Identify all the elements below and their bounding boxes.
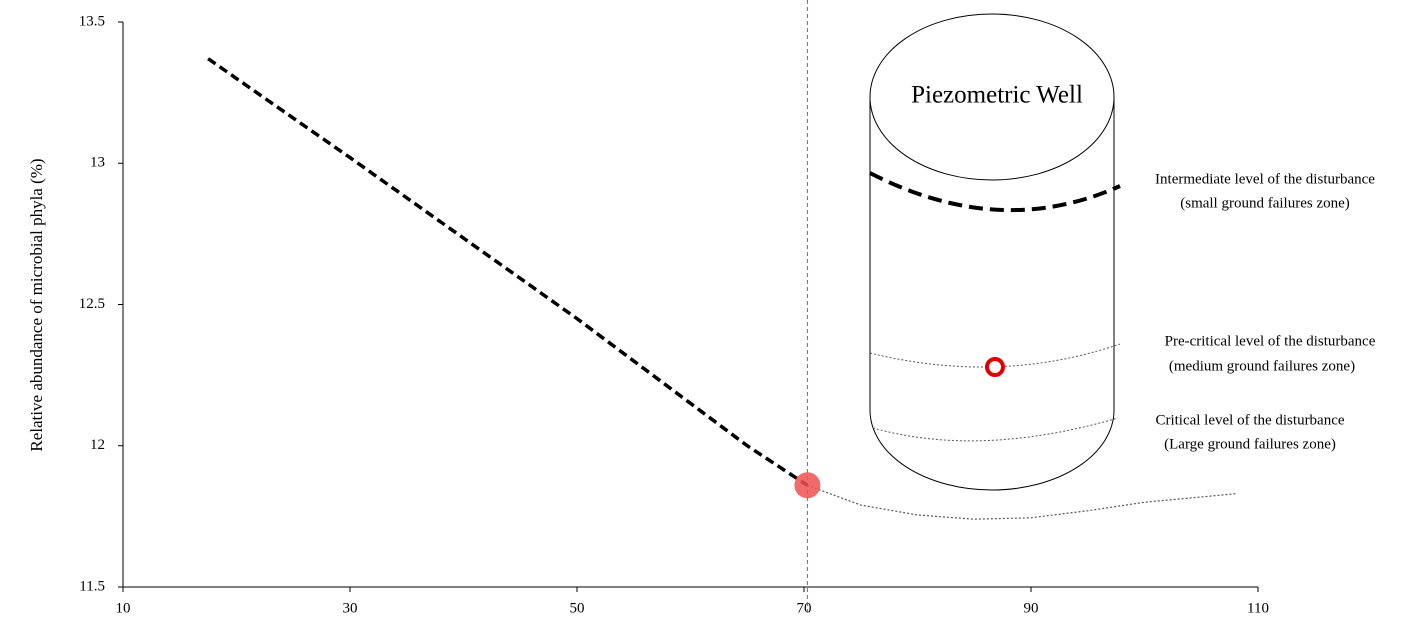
point-marker: [794, 472, 820, 498]
line-series: [208, 59, 807, 486]
annotation: Intermediate level of the disturbance: [1155, 171, 1375, 187]
line-series: [807, 485, 1235, 519]
chart: Relative abundance of microbial phyla (%…: [0, 0, 1427, 628]
critical-level: [873, 418, 1118, 441]
x-tick-label: 90: [1024, 600, 1039, 616]
well-bottom: [870, 410, 1114, 490]
x-tick-label: 10: [116, 600, 131, 616]
annotation: (medium ground failures zone): [1169, 358, 1355, 374]
annotation: Critical level of the disturbance: [1155, 412, 1344, 428]
y-tick-label: 13: [90, 155, 105, 171]
x-tick-label: 70: [797, 600, 812, 616]
x-tick-label: 110: [1247, 600, 1269, 616]
y-axis-label: Relative abundance of microbial phyla (%…: [27, 158, 46, 451]
y-tick-label: 13.5: [79, 13, 105, 29]
annotation: (small ground failures zone): [1180, 195, 1350, 211]
annotation: Pre-critical level of the disturbance: [1165, 333, 1376, 349]
y-tick-label: 11.5: [79, 578, 105, 594]
intermediate-level: [870, 173, 1120, 210]
x-tick-label: 50: [570, 600, 585, 616]
y-tick-label: 12.5: [79, 296, 105, 312]
y-tick-label: 12: [90, 437, 105, 453]
x-tick-label: 30: [343, 600, 358, 616]
annotation: (Large ground failures zone): [1164, 436, 1336, 452]
well-label: Piezometric Well: [911, 82, 1083, 109]
well-marker: [987, 359, 1003, 375]
